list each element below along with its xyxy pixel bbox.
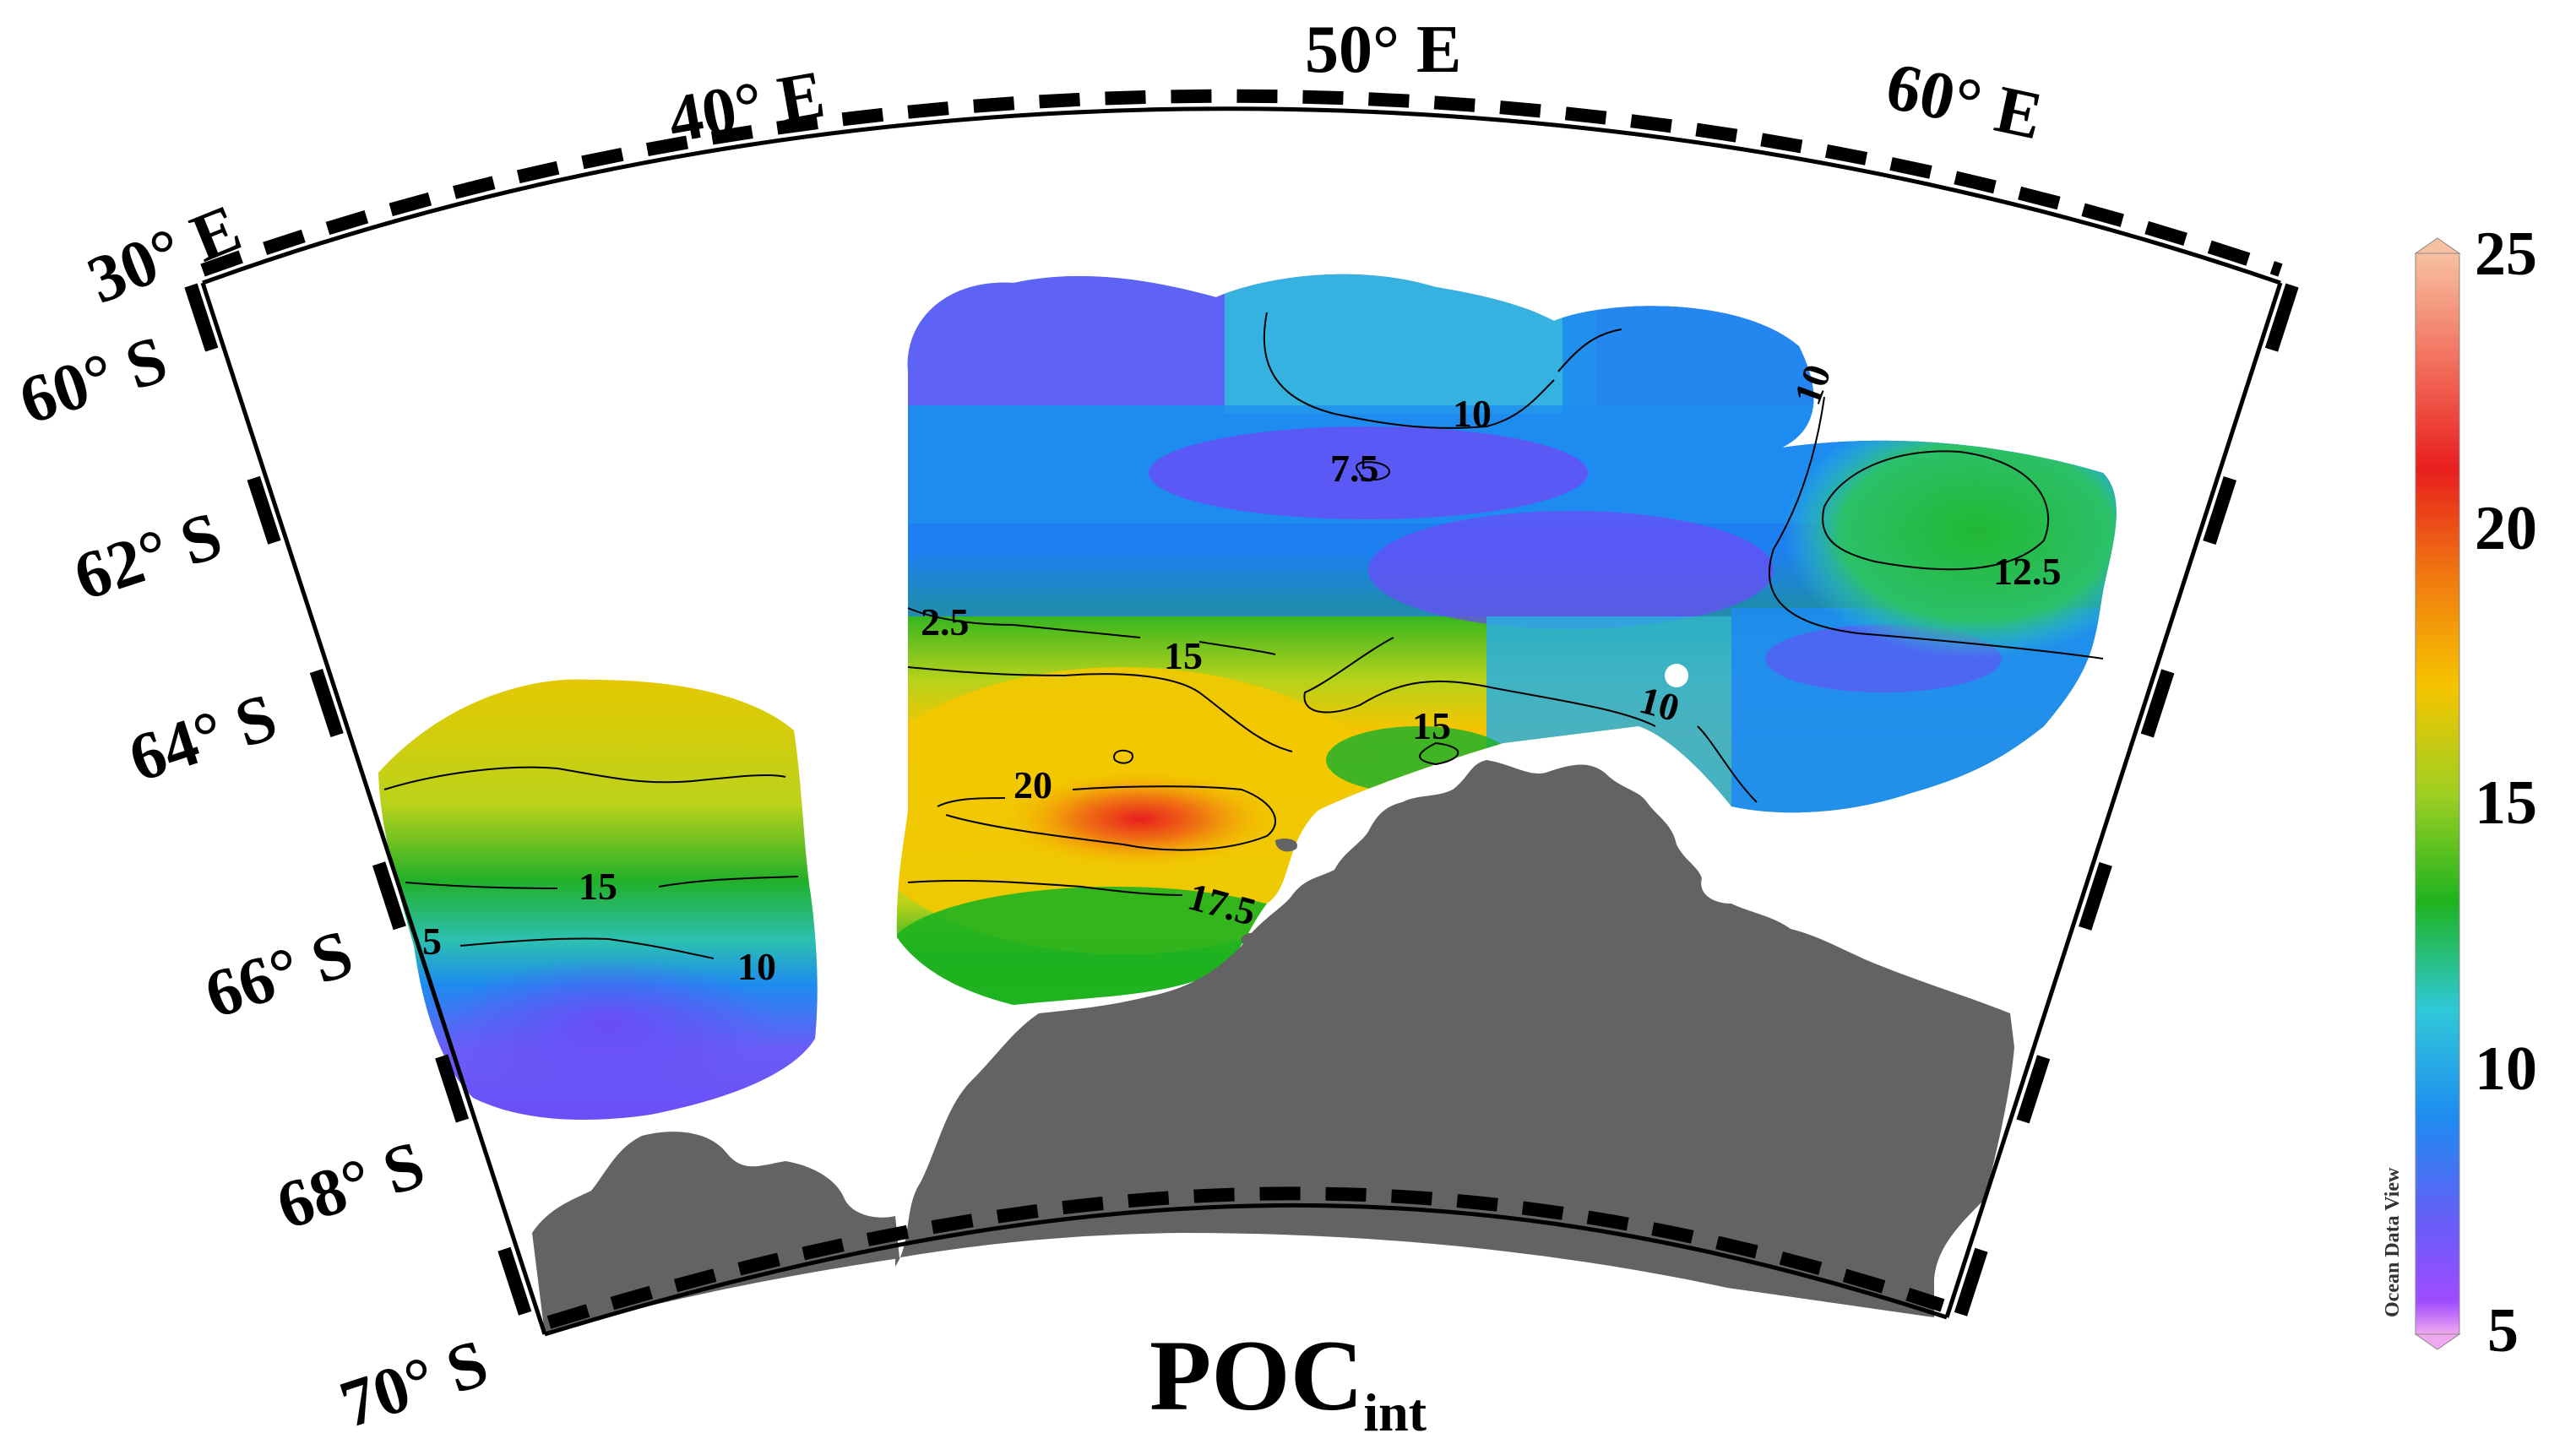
title-subscript: int bbox=[1363, 1382, 1427, 1442]
contour-label: 15 bbox=[1412, 704, 1451, 747]
longitude-label: 30° E bbox=[78, 191, 251, 318]
colorbar-tick-label: 10 bbox=[2475, 1034, 2537, 1104]
longitude-label: 50° E bbox=[1305, 13, 1461, 87]
land-mass bbox=[895, 760, 2014, 1317]
latitude-label: 62° S bbox=[66, 498, 231, 615]
land-islet bbox=[1241, 932, 1259, 947]
colorbar-tick-label: 20 bbox=[2475, 494, 2537, 563]
contour-label: 12.5 bbox=[1993, 550, 2062, 593]
colorbar: Ocean Data View 25 20 15 10 5 bbox=[2382, 220, 2537, 1365]
figure-title: POCint bbox=[0, 1317, 2576, 1444]
colorbar-tick-label: 25 bbox=[2475, 220, 2537, 289]
contour-label: 20 bbox=[1014, 763, 1052, 806]
contour-label: 2.5 bbox=[921, 600, 970, 643]
antarctica-land bbox=[532, 760, 2014, 1334]
contour-label: 10 bbox=[1453, 392, 1492, 435]
latitude-label: 66° S bbox=[197, 916, 361, 1033]
contour-label-group: 10 7.5 10 12.5 2.5 15 10 15 20 15 17.5 5… bbox=[422, 359, 2062, 988]
colorbar-tick-label: 15 bbox=[2475, 768, 2537, 838]
map-frame bbox=[184, 89, 2299, 1340]
colorbar-tick-label: 5 bbox=[2487, 1296, 2519, 1365]
contour-label: 15 bbox=[1164, 634, 1203, 677]
longitude-label: 40° E bbox=[663, 57, 830, 158]
land-mass bbox=[532, 1132, 899, 1334]
land-islet bbox=[1275, 839, 1297, 852]
contour-lines bbox=[383, 312, 2104, 959]
latitude-label: 68° S bbox=[269, 1127, 433, 1244]
colorbar-watermark: Ocean Data View bbox=[2382, 1167, 2404, 1317]
latitude-label: 64° S bbox=[121, 680, 285, 796]
colorbar-top-cap bbox=[2414, 237, 2461, 254]
contour-label: 7.5 bbox=[1330, 447, 1379, 490]
longitude-label: 60° E bbox=[1880, 49, 2049, 155]
contour-label: 15 bbox=[579, 865, 617, 908]
longitude-labels: 30° E 40° E 50° E 60° E bbox=[78, 13, 2048, 318]
contour-label: 10 bbox=[737, 945, 776, 988]
colorbar-gradient bbox=[2416, 253, 2459, 1334]
contour-label: 5 bbox=[422, 920, 442, 963]
latitude-label: 60° S bbox=[11, 322, 176, 438]
title-main: POC bbox=[1149, 1319, 1364, 1431]
